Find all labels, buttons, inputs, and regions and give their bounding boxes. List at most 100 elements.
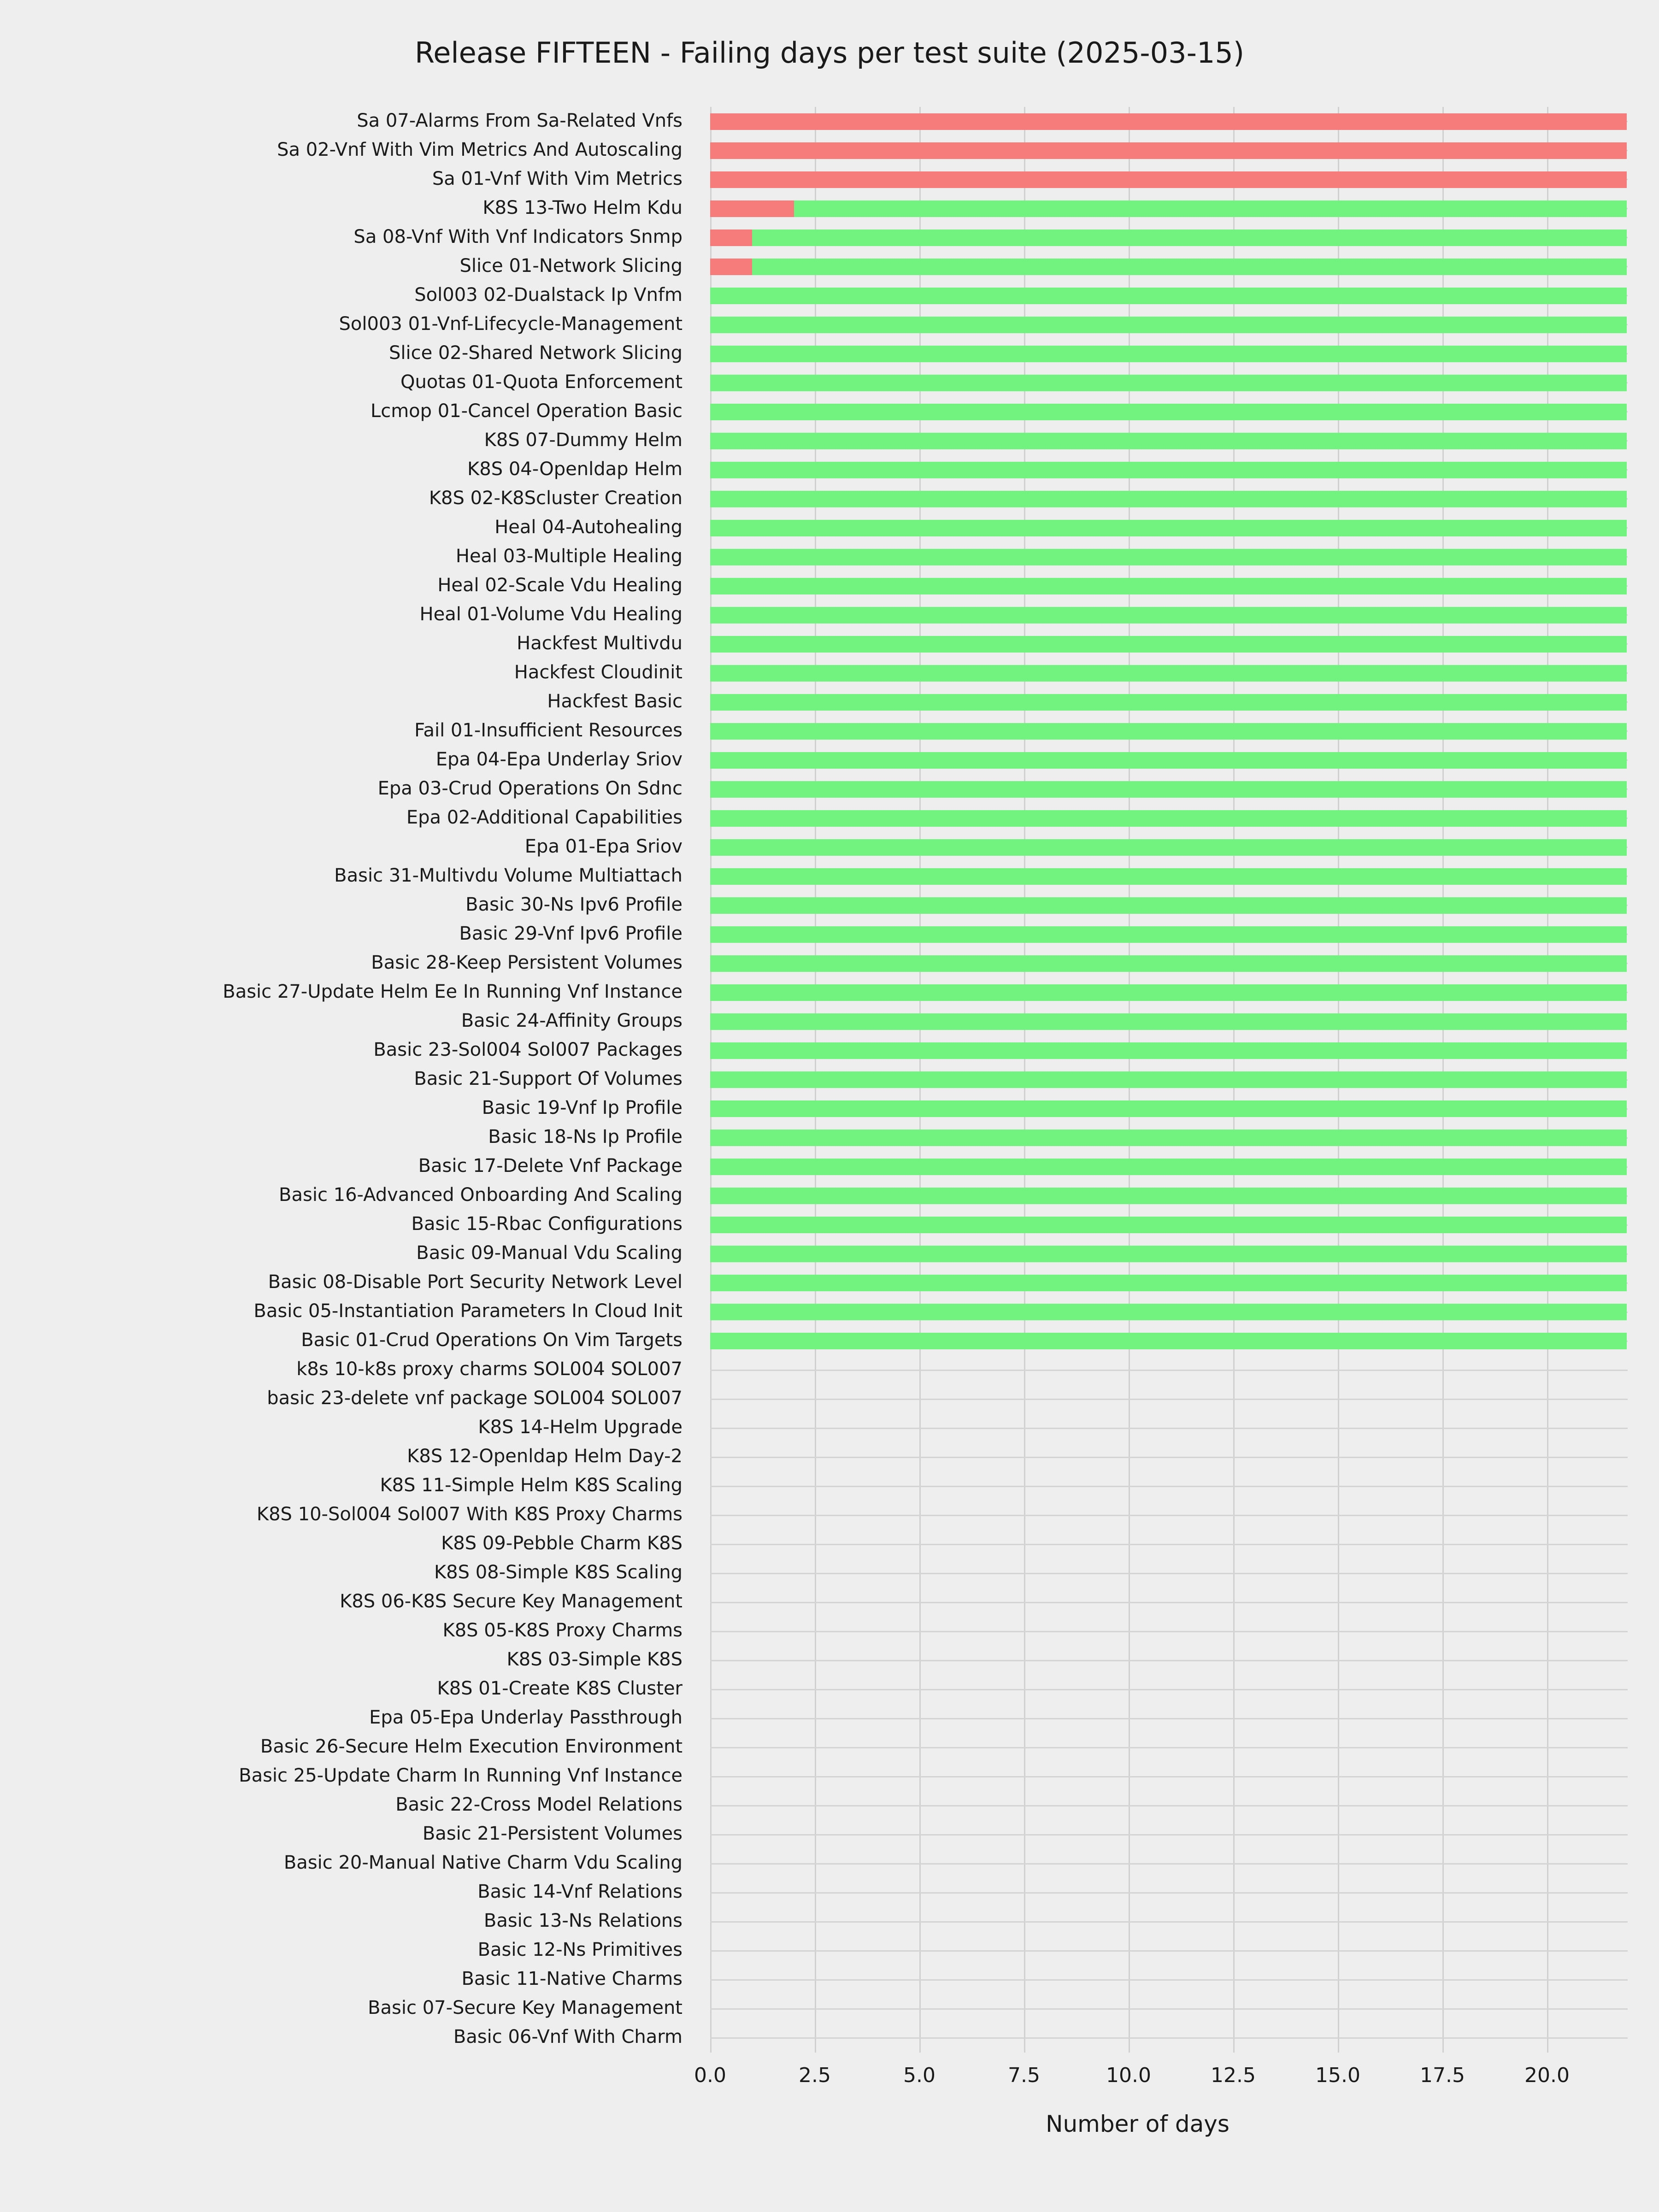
bar-segment-passing[interactable] xyxy=(710,1013,1627,1030)
bar-segment-passing[interactable] xyxy=(710,897,1627,914)
y-axis-tick-label: Basic 29-Vnf Ipv6 Profile xyxy=(459,923,682,944)
bar-segment-failing[interactable] xyxy=(710,171,1627,188)
bar-segment-passing[interactable] xyxy=(710,1100,1627,1117)
bar-segment-passing[interactable] xyxy=(710,1246,1627,1263)
y-axis-tick-label: Basic 15-Rbac Configurations xyxy=(411,1213,682,1235)
bar-segment-passing[interactable] xyxy=(710,403,1627,420)
bar-segment-passing[interactable] xyxy=(710,1275,1627,1292)
gridline-horizontal xyxy=(710,1514,1628,1516)
gridline-horizontal xyxy=(710,1688,1628,1690)
bar-segment-passing[interactable] xyxy=(710,781,1627,798)
bar-segment-passing[interactable] xyxy=(752,258,1627,275)
y-axis-tick-label: K8S 08-Simple K8S Scaling xyxy=(434,1562,682,1583)
bar-segment-passing[interactable] xyxy=(710,432,1627,449)
y-axis-tick-label: K8S 07-Dummy Helm xyxy=(484,429,682,451)
y-axis-tick-label: K8S 04-Openldap Helm xyxy=(467,458,682,480)
gridline-horizontal xyxy=(710,1805,1628,1806)
bar-segment-passing[interactable] xyxy=(710,374,1627,391)
bar-segment-failing[interactable] xyxy=(710,113,1627,130)
bar-segment-passing[interactable] xyxy=(710,1159,1627,1176)
y-axis-tick-label: Basic 21-Persistent Volumes xyxy=(422,1823,682,1845)
y-axis-tick-label: Basic 30-Ns Ipv6 Profile xyxy=(465,894,682,915)
bar-segment-passing[interactable] xyxy=(710,839,1627,856)
y-axis-tick-label: Sa 02-Vnf With Vim Metrics And Autoscali… xyxy=(277,139,682,160)
y-axis-tick-label: Basic 05-Instantiation Parameters In Clo… xyxy=(253,1300,682,1322)
y-axis-tick-label: Epa 04-Epa Underlay Sriov xyxy=(435,748,682,770)
bar-segment-passing[interactable] xyxy=(710,926,1627,943)
bar-segment-passing[interactable] xyxy=(710,694,1627,711)
bar-segment-passing[interactable] xyxy=(710,548,1627,565)
bar-segment-passing[interactable] xyxy=(710,1304,1627,1321)
y-axis-tick-label: Sol003 02-Dualstack Ip Vnfm xyxy=(414,284,682,306)
bar-segment-passing[interactable] xyxy=(710,752,1627,769)
bar-segment-passing[interactable] xyxy=(710,606,1627,624)
bar-segment-passing[interactable] xyxy=(710,984,1627,1001)
x-axis-label: Number of days xyxy=(1046,2111,1230,2137)
y-axis-tick-label: Fail 01-Insufficient Resources xyxy=(414,719,682,741)
bar-segment-passing[interactable] xyxy=(710,316,1627,333)
y-axis-tick-label: K8S 01-Create K8S Cluster xyxy=(437,1678,683,1700)
x-axis-tick-label: 17.5 xyxy=(1420,2064,1465,2087)
bar-segment-failing[interactable] xyxy=(710,258,752,275)
y-axis-tick-label: K8S 13-Two Helm Kdu xyxy=(482,197,682,218)
bar-segment-failing[interactable] xyxy=(710,142,1627,159)
bar-segment-passing[interactable] xyxy=(710,635,1627,653)
y-axis-tick-label: Sol003 01-Vnf-Lifecycle-Management xyxy=(339,313,682,335)
bar-segment-passing[interactable] xyxy=(710,287,1627,304)
bar-segment-passing[interactable] xyxy=(710,490,1627,507)
y-axis-tick-label: Basic 08-Disable Port Security Network L… xyxy=(268,1271,682,1293)
x-axis-ticks: 0.0 2.5 5.0 7.5 10.0 12.5 15.0 17.5 20.0 xyxy=(0,2064,1659,2096)
y-axis-tick-label: Basic 31-Multivdu Volume Multiattach xyxy=(334,865,682,886)
gridline-horizontal xyxy=(710,1601,1628,1603)
plot-area xyxy=(710,107,1628,2053)
y-axis-tick-label: Epa 01-Epa Sriov xyxy=(524,835,682,857)
bar-segment-passing[interactable] xyxy=(794,200,1627,217)
y-axis-tick-label: K8S 10-Sol004 Sol007 With K8S Proxy Char… xyxy=(256,1504,682,1525)
y-axis-labels: Sa 07-Alarms From Sa-Related Vnfs Sa 02-V… xyxy=(0,107,694,2053)
bar-segment-passing[interactable] xyxy=(710,723,1627,740)
bar-segment-passing[interactable] xyxy=(710,577,1627,594)
x-axis-tick-label: 10.0 xyxy=(1106,2064,1151,2087)
y-axis-tick-label: Basic 14-Vnf Relations xyxy=(477,1881,682,1903)
bar-segment-passing[interactable] xyxy=(710,1188,1627,1205)
y-axis-tick-label: Basic 17-Delete Vnf Package xyxy=(418,1155,682,1177)
gridline-horizontal xyxy=(710,1427,1628,1429)
chart-title: Release FIFTEEN - Failing days per test … xyxy=(414,36,1245,70)
bar-segment-passing[interactable] xyxy=(710,1071,1627,1088)
y-axis-tick-label: Quotas 01-Quota Enforcement xyxy=(400,371,682,393)
y-axis-tick-label: Basic 12-Ns Primitives xyxy=(477,1939,682,1961)
bar-segment-passing[interactable] xyxy=(710,665,1627,682)
y-axis-tick-label: K8S 11-Simple Helm K8S Scaling xyxy=(380,1475,682,1496)
bar-segment-passing[interactable] xyxy=(710,1042,1627,1059)
bar-segment-passing[interactable] xyxy=(710,1217,1627,1234)
y-axis-tick-label: K8S 03-Simple K8S xyxy=(506,1649,682,1671)
bar-segment-passing[interactable] xyxy=(710,519,1627,536)
gridline-horizontal xyxy=(710,1572,1628,1574)
y-axis-tick-label: Basic 28-Keep Persistent Volumes xyxy=(371,952,682,973)
y-axis-tick-label: Basic 01-Crud Operations On Vim Targets xyxy=(301,1330,682,1351)
y-axis-tick-label: Basic 16-Advanced Onboarding And Scaling xyxy=(279,1184,682,1206)
x-axis-tick-label: 7.5 xyxy=(1008,2064,1040,2087)
bar-segment-passing[interactable] xyxy=(710,868,1627,885)
bar-segment-passing[interactable] xyxy=(710,461,1627,478)
bar-segment-failing[interactable] xyxy=(710,229,752,246)
gridline-horizontal xyxy=(710,1979,1628,1981)
bar-segment-passing[interactable] xyxy=(710,810,1627,827)
y-axis-tick-label: Basic 11-Native Charms xyxy=(461,1968,682,1990)
gridline-horizontal xyxy=(710,1369,1628,1371)
y-axis-tick-label: Basic 09-Manual Vdu Scaling xyxy=(416,1242,682,1264)
bar-segment-failing[interactable] xyxy=(710,200,794,217)
y-axis-tick-label: Epa 02-Additional Capabilities xyxy=(406,806,682,828)
bar-segment-passing[interactable] xyxy=(752,229,1627,246)
y-axis-tick-label: Sa 01-Vnf With Vim Metrics xyxy=(432,168,682,189)
y-axis-tick-label: Basic 13-Ns Relations xyxy=(483,1910,682,1932)
y-axis-tick-label: basic 23-delete vnf package SOL004 SOL00… xyxy=(267,1388,682,1409)
y-axis-tick-label: Basic 20-Manual Native Charm Vdu Scaling xyxy=(283,1852,682,1874)
bar-segment-passing[interactable] xyxy=(710,955,1627,972)
bar-segment-passing[interactable] xyxy=(710,345,1627,362)
bar-segment-passing[interactable] xyxy=(710,1333,1627,1350)
gridline-horizontal xyxy=(710,1776,1628,1777)
bar-segment-passing[interactable] xyxy=(710,1130,1627,1147)
y-axis-tick-label: Heal 01-Volume Vdu Healing xyxy=(419,603,683,625)
